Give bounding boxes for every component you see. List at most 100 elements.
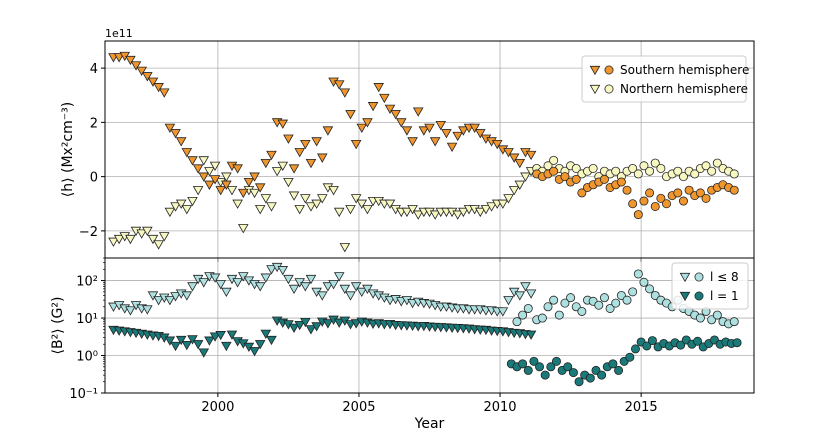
northern-circle-point: [650, 158, 660, 168]
bottom-points: [108, 262, 742, 387]
l-le-8-triangle-point: [187, 282, 198, 292]
top-y-tick-label: 0: [90, 171, 98, 186]
northern-triangle-point: [187, 196, 198, 207]
northern-triangle-point: [328, 186, 339, 196]
l-le-8-circle-point: [560, 298, 570, 308]
l-le-8-circle-point: [611, 298, 621, 308]
southern-circle-point: [571, 174, 581, 184]
bottom-ticks: 2000 2005 2010 2015 10⁻¹ 10⁰ 10¹ 10²: [69, 257, 658, 415]
southern-triangle-point: [283, 134, 294, 144]
northern-triangle-point: [277, 161, 289, 171]
southern-triangle-point: [435, 121, 447, 131]
southern-triangle-point: [305, 158, 317, 169]
southern-triangle-point: [469, 123, 480, 133]
l-le-8-triangle-point: [362, 284, 373, 295]
l-eq-1-triangle-point: [164, 336, 176, 346]
top-legend-label: Northern hemisphere: [620, 82, 748, 96]
l-le-8-circle-point: [512, 317, 522, 327]
southern-circle-point: [695, 188, 705, 198]
northern-triangle-point: [260, 194, 272, 204]
l-le-8-circle-point: [633, 269, 643, 279]
southern-triangle-point: [198, 172, 210, 182]
southern-circle-point: [662, 199, 672, 209]
l-le-8-circle-point: [554, 310, 564, 320]
northern-triangle-point: [508, 186, 520, 196]
bottom-legend-circle: [694, 272, 704, 282]
l-eq-1-circle-point: [676, 340, 686, 350]
northern-triangle-point: [164, 207, 176, 218]
northern-triangle-point: [316, 194, 328, 204]
l-eq-1-circle-point: [647, 336, 657, 346]
l-le-8-circle-point: [645, 284, 655, 294]
top-legend-circle: [604, 84, 614, 94]
southern-triangle-point: [503, 148, 514, 158]
southern-triangle-point: [215, 186, 226, 196]
southern-triangle-point: [130, 61, 142, 71]
northern-triangle-point: [497, 199, 509, 209]
northern-triangle-point: [294, 205, 305, 215]
l-le-8-circle-point: [543, 302, 553, 312]
l-eq-1-circle-point: [614, 365, 624, 375]
southern-triangle-point: [125, 55, 136, 66]
southern-triangle-point: [260, 158, 272, 169]
l-eq-1-triangle-point: [311, 322, 322, 332]
l-le-8-triangle-point: [170, 292, 181, 302]
l-eq-1-circle-point: [540, 370, 550, 380]
southern-triangle-point: [367, 102, 379, 112]
southern-triangle-point: [192, 164, 204, 174]
southern-circle-point: [628, 199, 638, 209]
southern-triangle-point: [158, 88, 170, 98]
northern-triangle-point: [412, 210, 424, 220]
l-le-8-circle-point: [523, 303, 533, 313]
southern-triangle-point: [136, 66, 147, 77]
l-eq-1-triangle-point: [333, 318, 345, 328]
l-le-8-circle-point: [518, 310, 528, 320]
l-eq-1-triangle-point: [254, 340, 266, 350]
northern-triangle-point: [153, 240, 164, 250]
southern-triangle-point: [491, 139, 503, 150]
northern-circle-point: [656, 163, 666, 173]
l-le-8-circle-point: [605, 303, 615, 313]
southern-circle-point: [560, 172, 570, 182]
top-y-tick-label: 4: [90, 62, 98, 77]
l-le-8-circle-point: [549, 295, 559, 305]
southern-triangle-point: [311, 137, 322, 147]
southern-triangle-point: [142, 72, 153, 82]
southern-triangle-point: [441, 129, 452, 139]
southern-triangle-point: [395, 118, 407, 128]
northern-circle-point: [639, 161, 649, 171]
southern-triangle-point: [204, 180, 215, 190]
top-panel: −2 0 2 4 1e11 ⟨h⟩ (Mx²cm⁻³) Southern hemisp…: [60, 27, 755, 262]
northern-triangle-point: [221, 172, 232, 182]
bottom-legend-label: l = 1: [710, 289, 739, 303]
southern-triangle-point: [356, 123, 368, 133]
northern-triangle-point: [486, 202, 497, 212]
southern-triangle-point: [300, 139, 311, 150]
northern-triangle-point: [147, 234, 159, 245]
northern-triangle-point: [503, 194, 514, 204]
l-eq-1-triangle-point: [187, 335, 198, 345]
southern-circle-point: [639, 196, 649, 206]
southern-triangle-point: [362, 118, 373, 128]
northern-circle-point: [701, 161, 711, 171]
southern-circle-point: [729, 185, 739, 195]
top-legend-box: [581, 55, 747, 103]
l-le-8-triangle-point: [395, 297, 407, 307]
l-eq-1-triangle-point: [215, 331, 226, 341]
southern-triangle-point: [373, 83, 384, 93]
l-eq-1-triangle-point: [204, 336, 215, 346]
l-le-8-circle-point: [729, 317, 739, 327]
l-le-8-triangle-point: [142, 305, 153, 315]
l-eq-1-triangle-point: [305, 325, 317, 335]
northern-triangle-point: [401, 207, 413, 218]
southern-triangle-point: [164, 123, 176, 133]
l-eq-1-circle-point: [563, 362, 573, 372]
l-le-8-triangle-point: [316, 291, 328, 301]
northern-circle-point: [645, 166, 655, 176]
top-legend-label: Southern hemisphere: [620, 63, 749, 77]
southern-triangle-point: [401, 126, 413, 136]
northern-circle-point: [673, 166, 683, 176]
northern-triangle-point: [170, 202, 181, 212]
northern-triangle-point: [113, 234, 125, 245]
l-le-8-triangle-point: [520, 282, 531, 292]
